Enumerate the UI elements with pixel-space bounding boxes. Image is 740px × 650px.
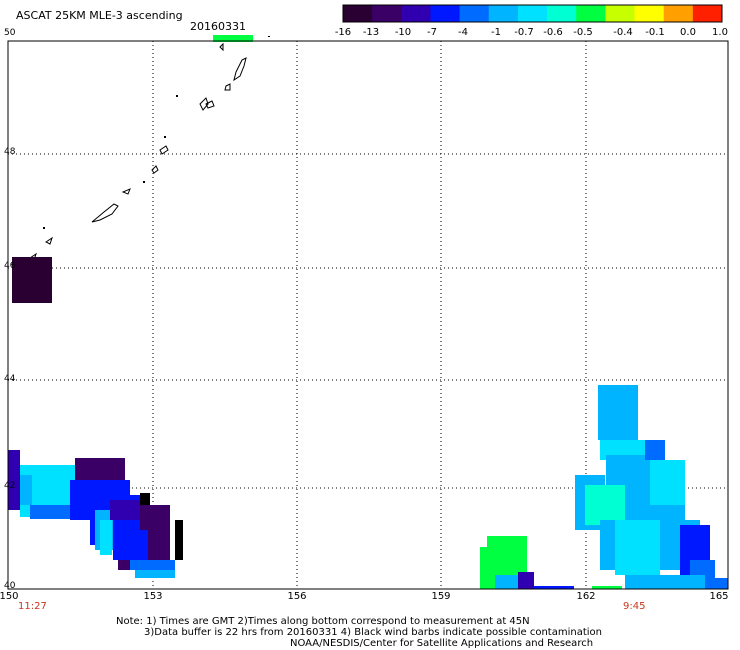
- lon-label-150: 150: [0, 591, 19, 602]
- lat-label-46: 46: [4, 261, 16, 271]
- swath-cell: [213, 35, 253, 42]
- swath-cell: [592, 586, 622, 589]
- colorbar-label: -7: [427, 27, 437, 38]
- colorbar-swatch: [488, 5, 519, 22]
- map-frame: [7, 40, 729, 590]
- colorbar-label: -0.1: [645, 27, 665, 38]
- colorbar-swatch: [692, 5, 723, 22]
- swath-cell: [113, 530, 148, 560]
- wind-swaths: [8, 35, 728, 589]
- island-shape: [91, 203, 119, 223]
- colorbar-label: -0.6: [543, 27, 563, 38]
- lon-label-156: 156: [287, 591, 307, 602]
- map-title: ASCAT 25KM MLE-3 ascending: [16, 9, 183, 22]
- swath-cell: [487, 536, 527, 547]
- swath-cell: [135, 570, 175, 578]
- lat-label-40: 40: [4, 581, 16, 591]
- note-line-1: Note: 1) Times are GMT 2)Times along bot…: [116, 616, 530, 627]
- time-right: 9:45: [623, 601, 646, 612]
- island-shape: [219, 42, 224, 52]
- colorbar-label: 1.0: [712, 27, 728, 38]
- island-shape: [121, 188, 131, 195]
- swath-cell: [12, 257, 52, 303]
- lat-label-44: 44: [4, 374, 16, 384]
- island-shape: [45, 236, 53, 245]
- islet: [176, 95, 178, 97]
- colorbar-swatch: [401, 5, 431, 22]
- swath-cell: [625, 575, 705, 589]
- island-shape: [205, 100, 215, 109]
- lon-label-162: 162: [576, 591, 596, 602]
- colorbar-swatch: [430, 5, 461, 22]
- lon-label-159: 159: [431, 591, 451, 602]
- swath-cell: [534, 586, 574, 589]
- colorbar-swatch: [343, 5, 373, 22]
- islet: [143, 181, 145, 183]
- swath-cell: [8, 450, 20, 510]
- swath-cell: [518, 572, 534, 589]
- swath-cell: [585, 485, 625, 525]
- swath-cell: [645, 440, 665, 460]
- island-shape: [224, 83, 231, 91]
- colorbar-label: -10: [394, 27, 412, 38]
- swath-cell: [130, 560, 175, 570]
- swath-cell: [615, 520, 660, 575]
- islet: [164, 136, 166, 138]
- swath-cell: [140, 493, 150, 505]
- time-left: 11:27: [18, 601, 47, 612]
- lat-label-42: 42: [4, 481, 16, 491]
- colorbar-label: -0.4: [613, 27, 633, 38]
- colorbar-swatch: [605, 5, 636, 22]
- lat-label-50: 50: [4, 28, 16, 38]
- island-shape: [233, 57, 247, 82]
- swath-cell: [598, 385, 638, 440]
- coast-dots: [43, 36, 270, 229]
- swath-cell: [650, 460, 685, 505]
- colorbar-swatch: [663, 5, 694, 22]
- colorbar-swatch: [517, 5, 548, 22]
- island-shape: [199, 97, 209, 111]
- swath-cell: [175, 520, 183, 560]
- colorbar-label: -1: [491, 27, 501, 38]
- island-shape: [159, 145, 169, 155]
- map-date: 20160331: [190, 20, 246, 33]
- colorbar-label: -0.7: [514, 27, 534, 38]
- islet: [268, 36, 270, 37]
- swath-cell: [100, 520, 112, 555]
- swath-cell: [495, 575, 520, 589]
- colorbar-swatch: [372, 5, 402, 22]
- colorbar-frame: [342, 4, 723, 23]
- lat-label-48: 48: [4, 147, 16, 157]
- swath-cell: [118, 560, 138, 570]
- colorbar-label: -0.5: [573, 27, 593, 38]
- islet: [43, 227, 45, 229]
- colorbar: [342, 4, 723, 23]
- swath-cell: [705, 578, 728, 589]
- colorbar-swatch: [576, 5, 606, 22]
- colorbar-swatch: [459, 5, 490, 22]
- colorbar-label: -16: [334, 27, 352, 38]
- note-line-2: 3)Data buffer is 22 hrs from 20160331 4)…: [144, 627, 602, 638]
- colorbar-label: 0.0: [680, 27, 696, 38]
- colorbar-swatch: [634, 5, 665, 22]
- colorbar-swatch: [547, 5, 577, 22]
- lon-label-153: 153: [143, 591, 163, 602]
- note-line-3: NOAA/NESDIS/Center for Satellite Applica…: [290, 638, 594, 649]
- island-shape: [151, 165, 159, 174]
- swath-cell: [30, 505, 70, 519]
- lon-label-165: 165: [709, 591, 729, 602]
- coastline: [14, 42, 247, 269]
- colorbar-label: -13: [362, 27, 380, 38]
- swath-cell: [20, 475, 32, 505]
- colorbar-label: -4: [458, 27, 468, 38]
